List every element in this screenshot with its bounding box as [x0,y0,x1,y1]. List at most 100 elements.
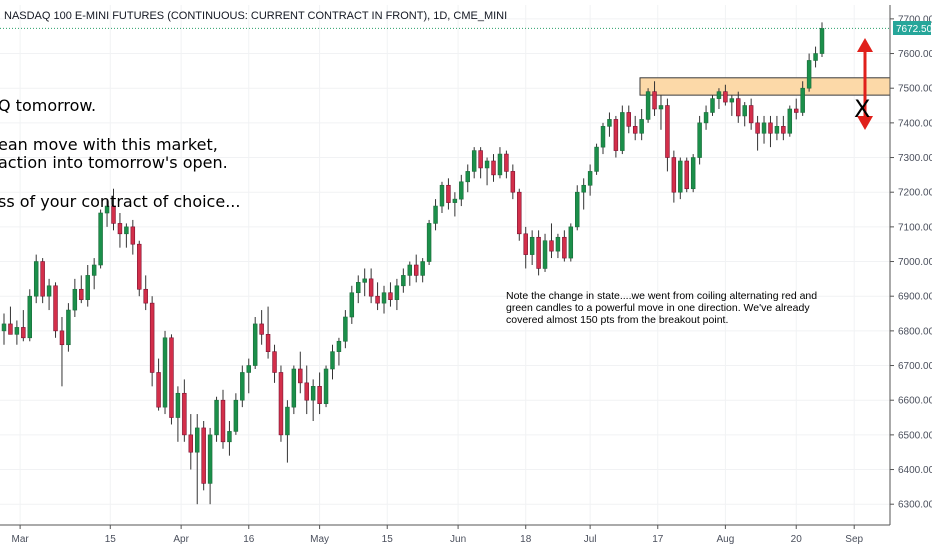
candle-up [240,372,245,401]
candle-up [639,119,644,134]
candle-up [587,171,593,186]
note-line-1: Note the change in state....we went from… [506,290,817,302]
candle-down [536,236,541,269]
candle-up [497,153,503,176]
note-line-2: green candles to a powerful move in one … [506,302,810,314]
candle-down [53,285,58,332]
candle-down [220,399,226,443]
candle-down [491,160,496,176]
candle-up [362,278,367,283]
candle-down [684,160,689,190]
candle-down [304,382,309,401]
candle-up [594,146,599,172]
candle-up [349,292,355,318]
price-tick-label: 6400.00 [898,465,932,476]
candle-down [79,288,84,300]
candle-down [665,105,670,158]
candle-up [310,386,316,401]
candle-up [252,323,258,366]
candle-up [581,184,586,193]
arrow-head-up [857,38,873,52]
annotation-line-3: action into tomorrow's open. [0,153,228,172]
candle-down [111,205,116,224]
candle-down [265,334,271,352]
candle-up [194,427,200,453]
candle-up [336,340,342,352]
candle-up [175,392,181,418]
candle-down [317,386,322,404]
candle-up [207,434,213,484]
candle-up [72,288,78,311]
candle-up [381,292,387,304]
candle-down [510,171,516,193]
candle-down [626,112,632,127]
candle-up [33,261,39,297]
candle-down [517,191,522,235]
price-tick-label: 6800.00 [898,326,932,337]
annotation-line-1: Q tomorrow. [0,96,96,115]
candle-up [124,226,129,235]
note-line-3: covered almost 150 pts from the breakout… [506,314,728,326]
candle-down [794,108,799,113]
candle-up [620,112,625,151]
price-tick-label: 7300.00 [898,153,932,164]
candle-down [169,337,174,418]
time-tick-label: 18 [520,534,532,545]
price-axis[interactable]: 6300.00 6400.00 6500.00 6600.00 6700.00 6800.… [889,5,932,525]
candle-down [549,240,554,252]
candle-down [259,323,264,335]
candle-up [394,285,400,300]
candle-up [433,205,438,224]
candle-up [291,368,297,408]
candle-up [426,223,432,262]
candle-up [439,184,445,207]
price-tick-label: 7500.00 [898,84,932,95]
price-tag: 7672.50 [893,21,932,35]
arrow-head-down [857,116,873,130]
candle-up [819,28,825,54]
annotation-line-4: ss of your contract of choice... [0,192,240,211]
time-tick-label: Jul [584,534,597,545]
candle-up [787,108,793,134]
resistance-zone-box [639,77,891,96]
candle-up [420,261,425,276]
time-axis[interactable]: Mar 15 Apr 16 May 15 Jun 18 Jul 17 Aug 20 Sep [0,524,890,545]
candle-up [246,365,251,373]
candle-up [233,399,239,432]
price-tick-label: 7000.00 [898,257,932,268]
candle-down [59,330,65,346]
resistance-zone [639,77,891,96]
candle-up [452,198,458,203]
price-tick-label: 6500.00 [898,430,932,441]
candle-down [523,233,528,255]
candle-up [658,105,664,110]
time-tick-label: 17 [652,534,664,545]
price-tick-label: 6900.00 [898,292,932,303]
annotation-line-2: ean move with this market, [0,135,218,154]
candle-up [285,406,290,436]
candle-down [201,427,206,484]
candle-up [697,122,702,158]
time-tick-label: 20 [791,534,803,545]
candle-down [768,122,773,134]
candle-down [504,153,509,172]
price-tick-label: 6700.00 [898,361,932,372]
grid [0,5,890,525]
candle-up [98,212,103,266]
candle-down [368,278,374,297]
price-tick-label: 6600.00 [898,396,932,407]
candle-up [568,226,574,259]
candle-up [729,98,735,103]
candle-down [40,261,45,297]
candle-up [91,264,97,276]
candle-up [774,126,780,134]
candle-up [162,337,168,408]
candle-up [85,275,90,300]
candle-up [813,53,818,61]
candle-up [806,60,812,89]
candle-up [66,309,71,346]
candle-up [703,112,709,124]
time-tick-label: Sep [845,534,863,545]
candle-down [143,288,148,304]
